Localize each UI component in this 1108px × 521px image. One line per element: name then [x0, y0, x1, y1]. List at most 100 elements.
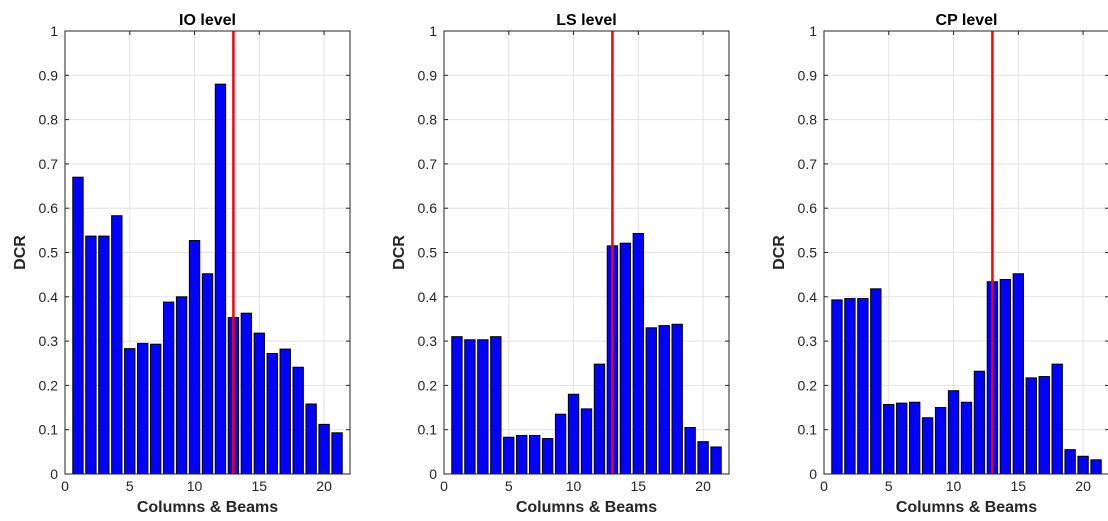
io-bar-11	[201, 273, 214, 475]
ls-bar-10	[567, 393, 580, 475]
cp-bar-1	[831, 299, 843, 475]
io-chart-title: IO level	[179, 12, 236, 29]
ls-chart-title: LS level	[556, 12, 616, 29]
io-y-tick-label: 0.9	[39, 67, 59, 83]
ls-bar-18	[671, 323, 683, 475]
io-y-tick-label: 0.5	[39, 245, 59, 261]
io-bar-5	[124, 348, 136, 475]
chart-cp-level: 0 5 10 15 20 0 0.1 0.2 0.3 0.4 0.5 0.6 0.7 0.8 0.9 1 CP…	[771, 12, 1108, 516]
ls-y-tick-label: 0.6	[418, 200, 438, 216]
ls-bar-20	[697, 441, 709, 475]
ls-y-tick-label: 0.2	[418, 377, 438, 393]
cp-y-tick-label: 0.2	[798, 377, 818, 393]
cp-bar-14	[999, 279, 1012, 475]
ls-y-tick-label: 0.8	[418, 112, 438, 128]
io-ticks: 0 5 10 15 20 0 0.1 0.2 0.3 0.4 0.5 0.6 0.7 0.8 0.9 1	[39, 23, 350, 494]
cp-y-tick-label: 0.3	[798, 333, 818, 349]
ls-bar-17	[658, 325, 670, 475]
io-bar-21	[331, 432, 343, 475]
cp-x-tick-label: 0	[820, 478, 828, 494]
ls-bar-21	[710, 446, 722, 475]
io-y-tick-label: 0.1	[39, 422, 59, 438]
cp-bar-5	[883, 403, 895, 475]
ls-bar-16	[645, 327, 657, 475]
cp-bar-9	[934, 407, 947, 475]
ls-x-tick-label: 20	[695, 478, 711, 494]
cp-bar-17	[1038, 376, 1050, 475]
cp-bar-18	[1051, 363, 1063, 475]
ls-y-tick-label: 0.9	[418, 67, 438, 83]
io-bar-17	[279, 348, 291, 475]
io-y-tick-label: 0.4	[39, 289, 59, 305]
io-bar-12	[214, 83, 227, 475]
cp-bar-8	[921, 417, 934, 475]
cp-x-tick-label: 10	[946, 478, 962, 494]
cp-y-tick-label: 0.6	[798, 200, 818, 216]
ls-x-tick-label: 0	[440, 478, 448, 494]
cp-bar-7	[909, 401, 921, 475]
io-y-axis-label: DCR	[12, 235, 29, 270]
ls-x-tick-label: 5	[505, 478, 513, 494]
io-x-tick-label: 15	[252, 478, 268, 494]
cp-bar-15	[1012, 273, 1025, 475]
ls-bar-8	[541, 438, 554, 475]
cp-bar-10	[947, 390, 960, 475]
cp-bar-6	[896, 402, 908, 475]
io-bar-15	[253, 332, 266, 475]
cp-y-tick-label: 0	[809, 466, 817, 482]
io-y-tick-label: 0.8	[39, 112, 59, 128]
cp-x-axis-label: Columns & Beams	[896, 499, 1037, 516]
cp-chart-title: CP level	[936, 12, 998, 29]
cp-x-tick-label: 20	[1075, 478, 1091, 494]
cp-bar-21	[1090, 459, 1102, 475]
cp-y-tick-label: 0.4	[798, 289, 818, 305]
ls-bar-15	[632, 232, 645, 475]
ls-x-tick-label: 15	[631, 478, 647, 494]
io-y-tick-label: 0.3	[39, 333, 59, 349]
ls-x-axis-label: Columns & Beams	[516, 499, 657, 516]
cp-bar-4	[870, 288, 882, 475]
chart-ls-level: 0 5 10 15 20 0 0.1 0.2 0.3 0.4 0.5 0.6 0.7 0.8 0.9 1 LS…	[391, 12, 730, 516]
cp-bars	[831, 273, 1102, 475]
ls-bar-14	[619, 242, 632, 475]
io-x-axis-label: Columns & Beams	[137, 499, 278, 516]
io-x-tick-label: 5	[126, 478, 134, 494]
ls-bar-3	[477, 339, 489, 475]
io-bar-19	[305, 403, 317, 475]
io-bar-8	[162, 301, 175, 475]
io-y-tick-label: 0.6	[39, 200, 59, 216]
ls-bar-19	[684, 426, 696, 475]
cp-x-tick-label: 5	[885, 478, 893, 494]
io-bar-3	[98, 235, 110, 475]
ls-bar-11	[580, 408, 593, 475]
ls-bar-4	[490, 336, 502, 475]
ls-ticks: 0 5 10 15 20 0 0.1 0.2 0.3 0.4 0.5 0.6 0.7 0.8 0.9 1	[418, 23, 729, 494]
cp-y-tick-label: 1	[809, 23, 817, 39]
io-bar-20	[318, 423, 330, 475]
cp-bar-12	[973, 370, 986, 475]
ls-y-tick-label: 0.4	[418, 289, 438, 305]
ls-y-tick-label: 0.5	[418, 245, 438, 261]
cp-bar-16	[1025, 377, 1037, 475]
ls-y-axis-label: DCR	[391, 235, 408, 270]
cp-bar-2	[844, 298, 856, 475]
ls-bar-2	[464, 339, 476, 475]
ls-x-tick-label: 10	[566, 478, 582, 494]
io-bar-14	[240, 312, 253, 475]
io-bar-1	[72, 176, 84, 475]
cp-y-tick-label: 0.7	[798, 156, 818, 172]
cp-y-tick-label: 0.8	[798, 112, 818, 128]
ls-y-tick-label: 1	[429, 23, 437, 39]
ls-y-tick-label: 0.3	[418, 333, 438, 349]
ls-bar-12	[593, 363, 606, 475]
io-bar-6	[137, 342, 149, 475]
io-x-tick-label: 20	[316, 478, 332, 494]
ls-y-tick-label: 0	[429, 466, 437, 482]
io-bar-7	[150, 343, 162, 475]
io-bar-2	[85, 235, 97, 475]
ls-bar-1	[451, 336, 463, 475]
cp-bar-19	[1064, 449, 1076, 475]
ls-y-tick-label: 0.7	[418, 156, 438, 172]
cp-bar-11	[960, 401, 973, 475]
